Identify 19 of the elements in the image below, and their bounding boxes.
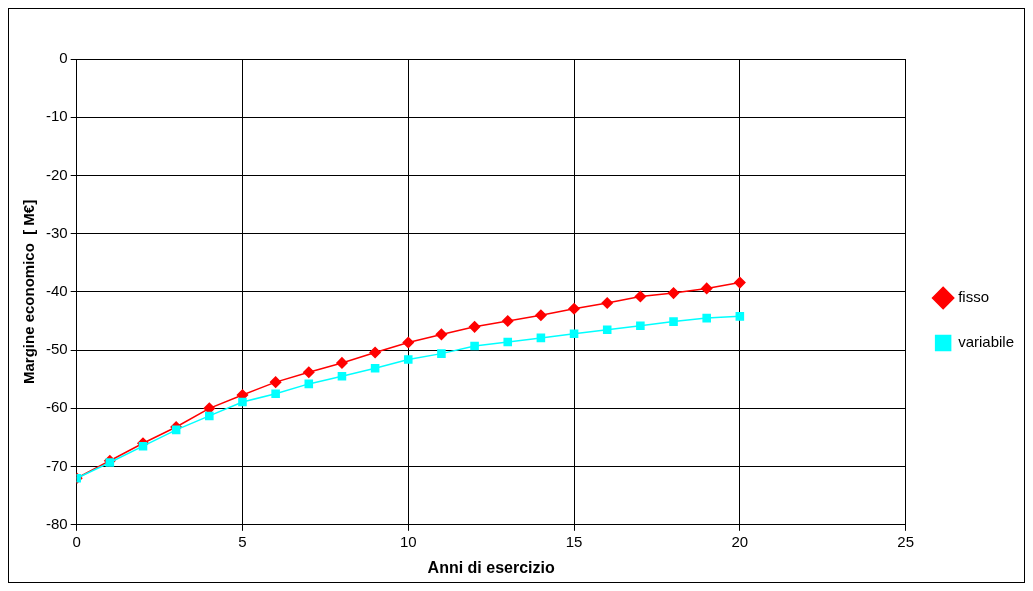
x-tick-label: 10 [399,532,417,550]
y-axis-title: Margine economico [ M€] [20,199,38,384]
y-tick-label: -10 [45,107,68,125]
y-tick-label: -70 [45,456,68,474]
x-tick-label: 15 [565,532,583,550]
x-axis-title: Anni di esercizio [427,558,555,576]
x-tick-label: 0 [72,532,81,550]
x-tick-label: 20 [731,532,749,550]
legend-label: fisso [958,288,989,306]
legend-label: variabile [958,333,1015,351]
y-tick-label: 0 [59,49,68,67]
y-tick-label: -50 [45,340,68,358]
x-tick-label: 25 [897,532,914,550]
x-tick-label: 5 [238,532,247,550]
y-tick-label: -60 [45,398,68,416]
y-tick-label: -40 [45,282,68,300]
y-tick-label: -80 [45,514,68,532]
y-tick-label: -30 [45,223,68,241]
y-tick-label: -20 [45,165,68,183]
